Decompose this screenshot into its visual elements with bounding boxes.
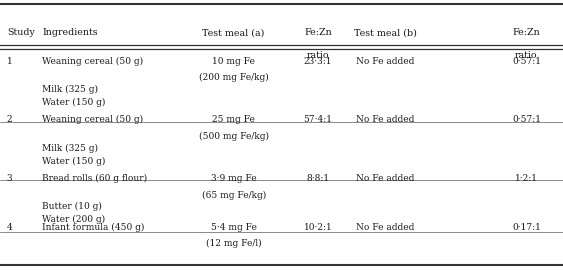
Text: 10 mg Fe: 10 mg Fe [212, 57, 255, 66]
Text: Weaning cereal (50 g): Weaning cereal (50 g) [42, 57, 144, 66]
Text: 0·57:1: 0·57:1 [512, 115, 541, 124]
Text: Fe:Zn: Fe:Zn [304, 28, 332, 37]
Text: No Fe added: No Fe added [356, 57, 415, 66]
Text: Water (150 g): Water (150 g) [42, 157, 106, 166]
Text: 10·2:1: 10·2:1 [303, 223, 333, 232]
Text: Weaning cereal (50 g): Weaning cereal (50 g) [42, 115, 144, 124]
Text: 4: 4 [7, 223, 12, 232]
Text: 1·2:1: 1·2:1 [515, 174, 538, 183]
Text: 0·17:1: 0·17:1 [512, 223, 541, 232]
Text: Infant formula (450 g): Infant formula (450 g) [42, 223, 145, 232]
Text: No Fe added: No Fe added [356, 174, 415, 183]
Text: Test meal (a): Test meal (a) [203, 28, 265, 37]
Text: ratio: ratio [515, 51, 538, 60]
Text: (200 mg Fe/kg): (200 mg Fe/kg) [199, 73, 269, 82]
Text: 5·4 mg Fe: 5·4 mg Fe [211, 223, 257, 232]
Text: 23·3:1: 23·3:1 [304, 57, 332, 66]
Text: No Fe added: No Fe added [356, 223, 415, 232]
Text: 25 mg Fe: 25 mg Fe [212, 115, 255, 124]
Text: ratio: ratio [307, 51, 329, 60]
Text: Milk (325 g): Milk (325 g) [42, 85, 98, 94]
Text: Bread rolls (60 g flour): Bread rolls (60 g flour) [42, 174, 148, 183]
Text: 0·57:1: 0·57:1 [512, 57, 541, 66]
Text: 8·8:1: 8·8:1 [306, 174, 330, 183]
Text: Ingredients: Ingredients [42, 28, 98, 37]
Text: (12 mg Fe/l): (12 mg Fe/l) [206, 239, 261, 248]
Text: Milk (325 g): Milk (325 g) [42, 144, 98, 153]
Text: 3: 3 [7, 174, 12, 183]
Text: 3·9 mg Fe: 3·9 mg Fe [211, 174, 257, 183]
Text: (500 mg Fe/kg): (500 mg Fe/kg) [199, 132, 269, 141]
Text: Butter (10 g): Butter (10 g) [42, 202, 102, 211]
Text: Test meal (b): Test meal (b) [354, 28, 417, 37]
Text: (65 mg Fe/kg): (65 mg Fe/kg) [202, 190, 266, 200]
Text: Water (200 g): Water (200 g) [42, 215, 105, 224]
Text: 2: 2 [7, 115, 12, 124]
Text: No Fe added: No Fe added [356, 115, 415, 124]
Text: Fe:Zn: Fe:Zn [512, 28, 540, 37]
Text: 1: 1 [7, 57, 12, 66]
Text: Study: Study [7, 28, 35, 37]
Text: Water (150 g): Water (150 g) [42, 98, 106, 107]
Text: 57·4:1: 57·4:1 [303, 115, 333, 124]
